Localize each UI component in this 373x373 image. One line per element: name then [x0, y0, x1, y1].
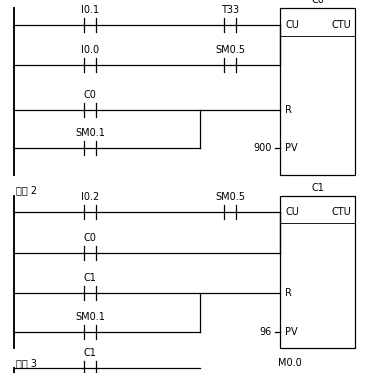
Text: I0.1: I0.1	[81, 5, 99, 15]
Text: I0.0: I0.0	[81, 45, 99, 55]
Text: SM0.5: SM0.5	[215, 45, 245, 55]
Bar	[280, 196, 355, 348]
Text: 网络 3: 网络 3	[16, 358, 37, 368]
Text: SM0.1: SM0.1	[75, 312, 105, 322]
Text: C0: C0	[311, 0, 324, 5]
Text: SM0.1: SM0.1	[75, 128, 105, 138]
Text: C1: C1	[311, 183, 324, 193]
Text: PV: PV	[285, 327, 298, 337]
Text: 网络 2: 网络 2	[16, 185, 37, 195]
Text: M0.0: M0.0	[278, 358, 302, 368]
Text: CU: CU	[285, 20, 299, 30]
Text: CTU: CTU	[331, 207, 351, 217]
Text: CTU: CTU	[331, 20, 351, 30]
Text: I0.2: I0.2	[81, 192, 99, 202]
Text: R: R	[285, 288, 292, 298]
Text: 96: 96	[260, 327, 272, 337]
Text: SM0.5: SM0.5	[215, 192, 245, 202]
Text: C1: C1	[84, 273, 97, 283]
Text: R: R	[285, 105, 292, 115]
Text: C0: C0	[84, 90, 97, 100]
Text: T33: T33	[221, 5, 239, 15]
Text: C0: C0	[84, 233, 97, 243]
Text: 900: 900	[254, 143, 272, 153]
Text: CU: CU	[285, 207, 299, 217]
Text: C1: C1	[84, 348, 97, 358]
Text: PV: PV	[285, 143, 298, 153]
Bar	[280, 8, 355, 175]
